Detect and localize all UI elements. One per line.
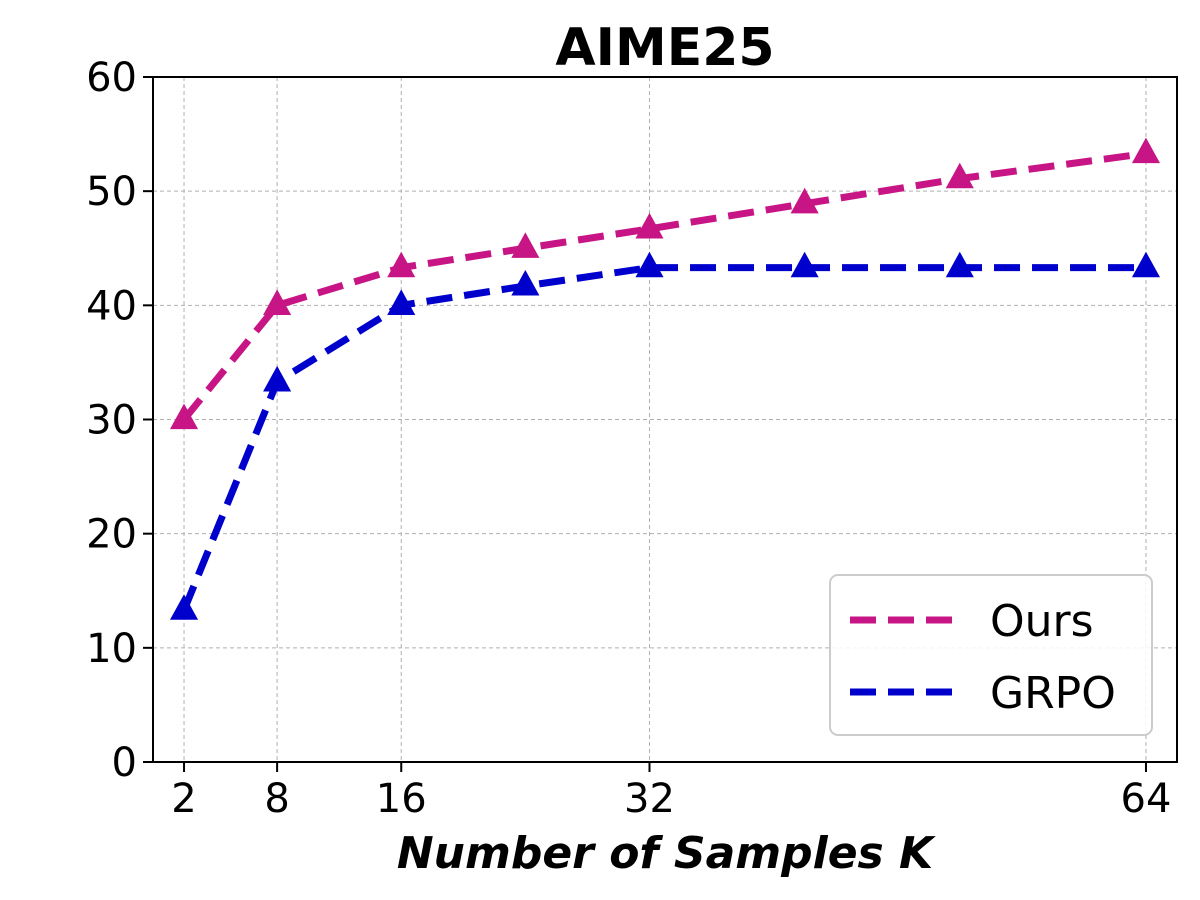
data-point-grpo (1131, 251, 1161, 278)
series-line-ours (181, 150, 1147, 422)
x-axis-label: Number of Samples K (397, 828, 936, 879)
data-point-grpo (635, 251, 664, 278)
y-tick-label: 20 (86, 512, 137, 558)
data-point-grpo (387, 289, 416, 315)
axes-layer: 0 10 20 30 40 50 60 2 8 16 32 64 (86, 55, 1178, 822)
data-point-ours (263, 289, 292, 315)
data-point-ours (945, 162, 974, 189)
data-point-ours (1131, 137, 1161, 164)
data-point-ours (387, 251, 416, 278)
data-point-grpo (790, 251, 819, 278)
series-grpo (169, 251, 1161, 620)
y-tick-label: 30 (86, 398, 137, 444)
y-tick-label: 60 (86, 55, 137, 101)
series-layer (169, 137, 1161, 620)
y-tick-label: 40 (86, 283, 137, 329)
data-point-ours (511, 232, 540, 258)
chart-title: AIME25 (555, 18, 774, 78)
legend-label-ours: Ours (990, 596, 1094, 647)
y-tick-label: 0 (112, 740, 137, 786)
data-point-ours (169, 403, 199, 430)
legend-label-grpo: GRPO (990, 668, 1116, 719)
data-point-grpo (511, 270, 540, 296)
y-tick-label: 10 (86, 626, 137, 672)
x-tick-label: 32 (624, 776, 675, 822)
data-point-grpo (263, 365, 292, 392)
legend: Ours GRPO (829, 574, 1153, 736)
data-point-grpo (169, 594, 199, 620)
data-point-ours (635, 212, 664, 239)
x-tick-label: 64 (1121, 776, 1172, 822)
x-tick-label: 16 (376, 776, 427, 822)
x-tick-label: 8 (264, 776, 289, 822)
data-point-ours (790, 187, 819, 214)
x-tick-label: 2 (171, 776, 196, 822)
data-point-grpo (945, 251, 974, 278)
plot-frame (152, 76, 1178, 763)
series-line-grpo (180, 264, 1146, 612)
series-ours (169, 137, 1161, 430)
y-tick-label: 50 (86, 169, 137, 215)
